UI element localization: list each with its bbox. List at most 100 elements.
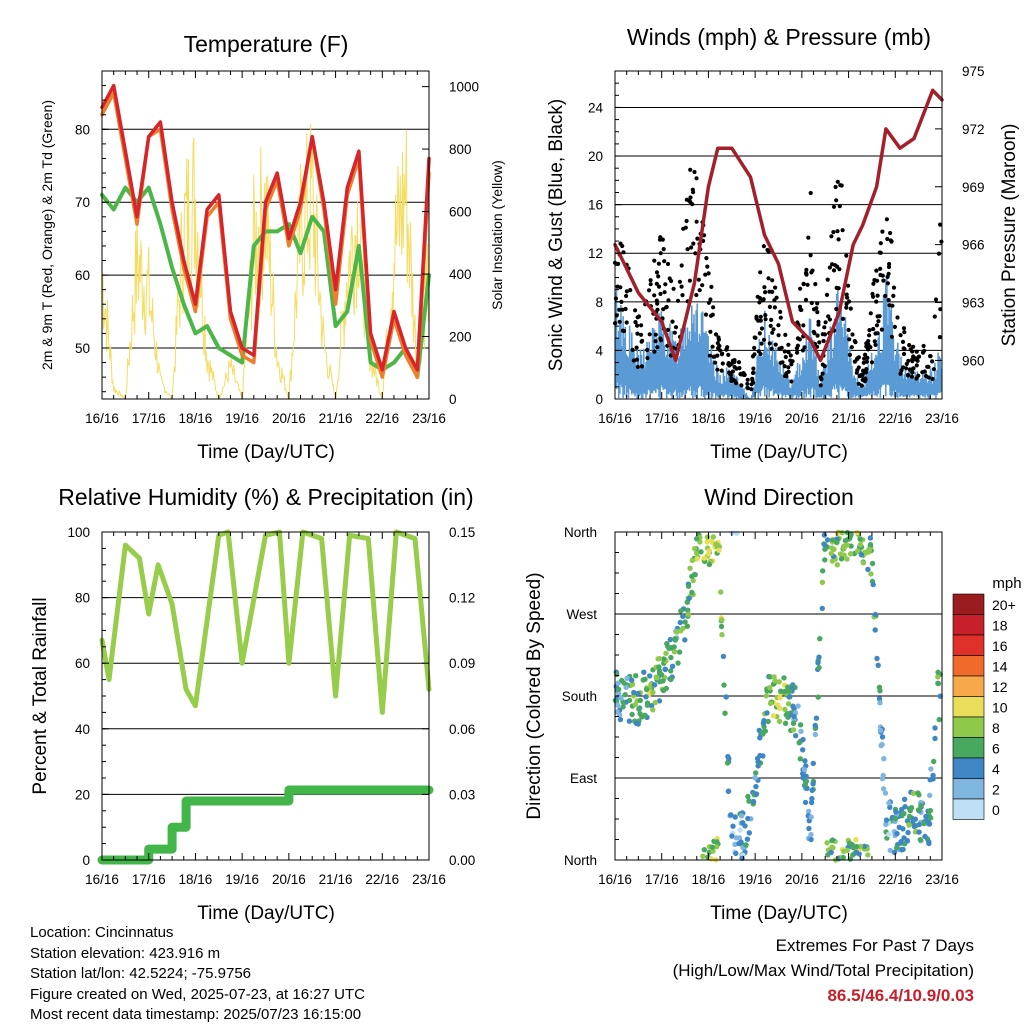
direction-point [879,775,886,782]
gust-point [711,305,716,310]
gust-point [884,217,890,222]
direction-point [785,701,792,707]
direction-point [830,845,836,851]
gust-point [844,253,849,258]
gust-point [905,372,911,378]
direction-point [829,558,836,564]
x-tick-label: 21/16 [319,872,353,887]
gust-point [849,345,854,350]
gust-point [648,282,653,287]
direction-point [915,790,921,796]
direction-point [656,664,662,670]
direction-point [839,530,845,536]
gust-point [770,289,775,294]
direction-point [829,537,836,543]
gust-point [635,364,640,369]
direction-tick-label: North [564,525,597,540]
gust-point [693,251,698,256]
gust-point [874,323,880,328]
gust-point [802,345,807,350]
gust-point [827,265,833,270]
gust-point [646,288,652,293]
direction-point [650,689,656,696]
precipitation-line [97,785,434,865]
direction-point [782,706,788,713]
elevation-line: Station elevation: 423.916 m [30,944,221,962]
gust-point [789,362,794,367]
direction-point [853,837,859,843]
direction-point [652,699,658,706]
direction-tick-label: West [566,607,597,622]
gust-point [763,317,768,322]
gust-point [888,238,894,243]
gust-point [617,307,622,312]
direction-point [809,787,815,794]
gust-point [776,333,781,338]
gust-point [810,268,815,273]
direction-point [886,800,892,806]
direction-point [872,627,878,633]
gust-point [836,286,841,291]
gust-point [862,356,867,361]
y-right-tick-label: 960 [962,353,985,368]
direction-point [809,795,815,802]
gust-point [848,306,853,311]
direction-point [732,814,738,820]
direction-point [753,783,759,790]
gust-point [616,261,621,266]
direction-point [899,847,905,853]
gust-point [639,364,645,369]
gust-point [628,288,633,293]
gust-point [922,369,927,374]
direction-point [874,655,880,662]
gust-point [881,278,886,283]
legend-label: 16 [992,638,1008,654]
direction-point [816,664,822,671]
direction-point [815,694,821,700]
gust-point [803,297,809,302]
y-right-tick-label: 966 [962,238,985,253]
temperature-panel: Temperature (F) 50 60 70 80 0 200 400 600 800 10… [39,31,505,463]
direction-point [671,649,678,655]
direction-point [654,675,660,681]
x-tick-label: 20/16 [785,872,819,887]
direction-point [892,816,899,822]
direction-point [870,581,876,588]
x-tick-label: 21/16 [319,411,353,426]
humidity-left-label: Percent & Total Rainfall [30,597,51,794]
gust-point [901,346,906,351]
direction-point [660,678,666,684]
gust-point [677,279,683,284]
x-tick-label: 17/16 [645,411,679,426]
direction-point [817,636,823,642]
gust-point [635,323,640,328]
gust-point [895,315,900,320]
x-tick-label: 22/16 [365,872,399,887]
direction-point [887,847,893,854]
relative-humidity-line [99,529,432,715]
gust-point [697,288,702,293]
y-tick-label: 12 [588,246,603,261]
direction-point [796,740,802,746]
y-tick-label: 40 [75,722,90,737]
gust-point [914,349,919,354]
gust-point [939,239,944,244]
direction-point [760,753,766,759]
direction-point [880,786,887,792]
gust-point [694,219,699,224]
direction-point [867,541,874,548]
direction-point [704,534,711,540]
direction-point [891,849,898,856]
gust-point [886,264,892,270]
direction-point [822,557,828,563]
direction-point [782,720,789,726]
gust-point [685,247,690,252]
direction-point [816,654,822,660]
gust-point [863,370,869,375]
direction-point [932,725,938,731]
gust-point [771,327,776,332]
direction-point [797,756,803,762]
gust-point [868,311,873,316]
gust-point [909,374,915,379]
gust-point [759,341,764,346]
